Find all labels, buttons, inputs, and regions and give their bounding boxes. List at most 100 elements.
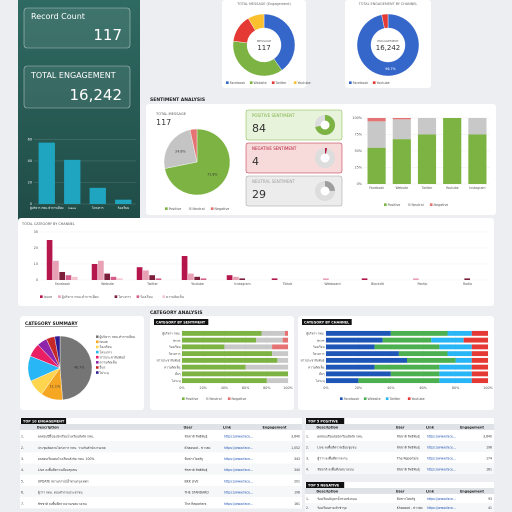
bar-segment (272, 351, 288, 357)
legend-swatch (96, 350, 99, 354)
table-header-cell: Description (316, 490, 339, 494)
bar-segment (374, 344, 440, 350)
table-cell: ทีมข่าวไทยรัฐ (185, 457, 204, 461)
table-header-cell: Engagement (263, 426, 287, 430)
y-tick-label: Issue (317, 338, 325, 342)
bar-segment (390, 330, 448, 336)
bar (65, 275, 72, 280)
table-header-cell: Description (37, 426, 60, 430)
chart-card (298, 316, 494, 410)
table-cell: Khaosod - ข่าวสด (397, 506, 423, 510)
bar (149, 275, 156, 280)
table-row (305, 463, 494, 474)
pie-slice (247, 13, 265, 31)
legend-label: Positive (169, 207, 182, 211)
table-cell: 2. (306, 506, 309, 510)
center-caption: ENGAGEMENT (377, 39, 398, 43)
bar (91, 264, 98, 280)
legend-swatch (165, 207, 168, 210)
x-tick-label: ร้องเรียน (117, 206, 129, 210)
chart-card (18, 218, 494, 306)
table-header-cell: User (396, 426, 405, 430)
table-cell: 1. (306, 434, 309, 438)
bar (188, 273, 194, 280)
x-tick-label: Instagram (469, 186, 485, 190)
y-tick-label: ความคิดเห็น (164, 363, 180, 369)
bar-segment (182, 378, 267, 384)
table-cell: Live ลงพื้นที่ตรวจเยี่ยมชุมชน (38, 467, 78, 473)
x-tick-label: Pantip (418, 282, 428, 286)
table-row (20, 430, 302, 442)
table-cell: ชัชชาติ ลงพื้นที่เขตบางเขน (317, 466, 354, 471)
legend-swatch (384, 203, 387, 206)
bar-segment (407, 357, 456, 363)
table-cell: ร้องเรียนปัญหาน้ำท่วมขังถนน (317, 496, 358, 501)
bar-segment (182, 330, 262, 336)
bar-segment (326, 351, 399, 357)
bar (71, 276, 78, 280)
table-cell: 7. (21, 502, 24, 506)
bar-segment (326, 337, 383, 343)
legend-swatch (162, 295, 166, 298)
section-title: SENTIMENT ANALYSIS (150, 97, 205, 103)
y-tick-label: Issue (173, 338, 181, 342)
bar (233, 276, 239, 280)
pie-slice (381, 13, 389, 29)
x-tick-label: Website (101, 282, 114, 286)
x-tick-label: 80% (263, 386, 270, 390)
bar (194, 276, 201, 280)
bar-segment (182, 344, 225, 350)
bar (226, 275, 233, 280)
kpi-value: 117 (93, 26, 122, 44)
table-cell: ผลสอบเรียนต่อโรงเรียนสังกัด กทม. 100% (38, 456, 95, 461)
center-value: 117 (257, 44, 270, 52)
table-cell: ร้องเรียนทางเท้าชำรุด (317, 506, 347, 511)
x-tick-label: 20% (200, 386, 207, 390)
y-tick-label: 75% (354, 133, 362, 137)
slice-label: 24.8% (175, 149, 185, 153)
title-badge (306, 482, 345, 488)
legend-swatch (40, 295, 43, 298)
legend-swatch (293, 81, 297, 84)
table-cell: ชัชชาติ สิทธิพันธุ์ (185, 435, 208, 440)
table-cell: 3,640 (483, 434, 492, 438)
bar-segment (374, 364, 440, 370)
bar (46, 240, 53, 280)
legend-swatch (226, 81, 229, 84)
title-badge (306, 418, 345, 424)
bar-segment (417, 134, 437, 184)
bar-segment (326, 371, 391, 377)
bar-segment (471, 357, 488, 363)
table-cell: ผู้ว่าฯ กทม. ตอบคำถามประชาชน (38, 491, 84, 495)
table-cell: 161 (294, 502, 300, 506)
y-tick-label: 20 (28, 181, 32, 185)
table-cell: ประชุมติดตามโครงการ กทม. ร่วมกับสำนักงาน… (38, 445, 106, 451)
x-tick-label: Twitter (421, 186, 433, 190)
legend-swatch (58, 295, 61, 298)
bar-segment (392, 139, 411, 184)
x-tick-label: 0% (179, 386, 184, 390)
x-tick-label: 40% (387, 386, 394, 390)
legend-swatch (271, 81, 275, 84)
legend-label: Issue (44, 295, 53, 299)
bar-segment (390, 371, 440, 377)
table-cell: ผลสอบเรียนต่อนักเรียนสังกัด กทม. (317, 434, 363, 438)
sentiment-card (245, 142, 343, 174)
legend-label: Positive (186, 397, 199, 401)
y-tick-label: 0 (30, 202, 32, 206)
x-tick-label: ผู้บริหาร กทม.ทำการเยี่ยม (30, 206, 64, 210)
table-cell: https://www.face... (224, 468, 253, 472)
bar (413, 278, 419, 280)
table-cell: 2. (306, 445, 309, 449)
bar-segment (326, 364, 375, 370)
bar (464, 278, 471, 280)
chart-title: TOP 5 POSITIVE (308, 419, 339, 423)
table-row (305, 503, 494, 512)
table-cell: https://www.face... (427, 434, 456, 438)
legend-swatch (96, 371, 99, 374)
legend-label: Twitter (275, 81, 288, 85)
bar-segment (447, 351, 472, 357)
legend-label: Negative (215, 207, 230, 211)
